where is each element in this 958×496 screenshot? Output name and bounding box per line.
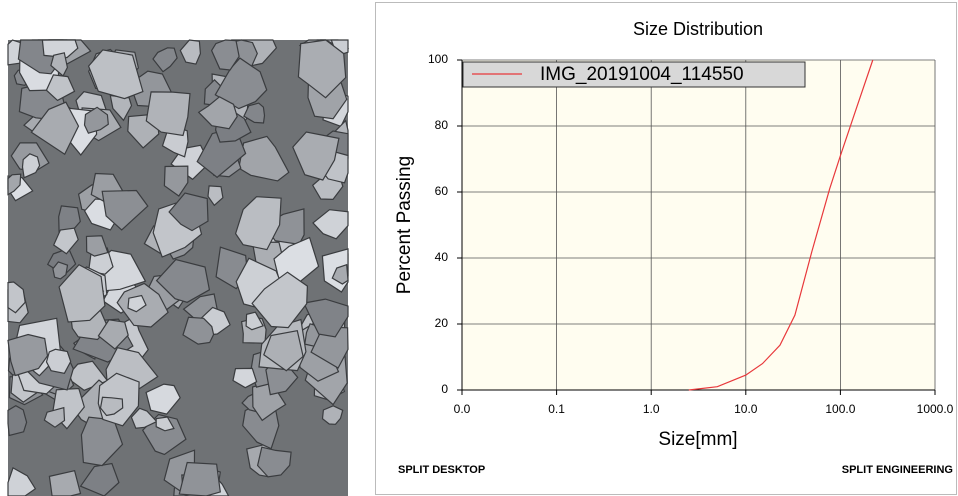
rock bbox=[83, 106, 109, 134]
y-tick-label: 20 bbox=[435, 316, 449, 330]
rock bbox=[7, 467, 37, 496]
rock bbox=[178, 461, 221, 496]
x-tick-label: 0.1 bbox=[548, 402, 565, 416]
rock bbox=[101, 189, 149, 231]
rock bbox=[256, 446, 292, 478]
rock bbox=[152, 47, 178, 73]
rock bbox=[331, 263, 349, 285]
rock bbox=[7, 173, 22, 196]
rock bbox=[130, 407, 158, 429]
rock bbox=[207, 185, 224, 207]
rock bbox=[297, 39, 347, 99]
y-axis-label: Percent Passing bbox=[394, 156, 415, 294]
rock bbox=[87, 49, 144, 100]
rock bbox=[232, 367, 258, 389]
rock bbox=[292, 131, 340, 181]
y-tick-label: 100 bbox=[428, 52, 448, 66]
rock bbox=[210, 39, 240, 71]
chart-title: Size Distribution bbox=[633, 19, 763, 39]
rock bbox=[41, 39, 79, 59]
legend-label: IMG_20191004_114550 bbox=[540, 64, 744, 85]
rock bbox=[99, 396, 124, 417]
rock bbox=[312, 209, 349, 240]
rock bbox=[52, 261, 69, 280]
rock bbox=[50, 52, 69, 77]
data-line bbox=[688, 59, 874, 391]
left-logo: SPLIT DESKTOP bbox=[398, 464, 485, 476]
rock bbox=[245, 311, 264, 331]
rock bbox=[21, 153, 41, 179]
x-tick-label: 0.0 bbox=[454, 402, 471, 416]
rock bbox=[97, 319, 129, 350]
rock bbox=[303, 298, 349, 338]
rock bbox=[214, 57, 268, 110]
rocks bbox=[7, 39, 350, 496]
rock bbox=[79, 462, 120, 496]
rock bbox=[234, 196, 282, 251]
y-tick-label: 0 bbox=[441, 382, 448, 396]
rock bbox=[58, 263, 106, 323]
rock bbox=[145, 383, 181, 415]
right-logo: SPLIT ENGINEERING bbox=[842, 464, 953, 476]
rock bbox=[263, 330, 304, 372]
x-tick-label: 10.0 bbox=[734, 402, 758, 416]
y-tick-label: 40 bbox=[435, 250, 449, 264]
rock bbox=[155, 258, 211, 303]
rock bbox=[310, 326, 349, 369]
rock bbox=[30, 101, 80, 156]
x-axis-label: Size[mm] bbox=[658, 429, 737, 450]
rock bbox=[7, 281, 26, 314]
rock bbox=[141, 413, 187, 456]
rock bbox=[163, 165, 189, 197]
rock bbox=[251, 271, 309, 329]
y-tick-label: 60 bbox=[435, 184, 449, 198]
rock bbox=[52, 227, 79, 255]
y-tick-label: 80 bbox=[435, 118, 449, 132]
rock bbox=[145, 91, 191, 137]
rock bbox=[168, 192, 209, 232]
rock bbox=[179, 39, 202, 65]
rock bbox=[7, 405, 28, 437]
plot-area bbox=[462, 60, 935, 390]
rock bbox=[45, 348, 72, 374]
rock bbox=[85, 235, 109, 257]
rock bbox=[7, 333, 49, 377]
rock bbox=[243, 102, 266, 124]
rock bbox=[182, 316, 215, 345]
rock bbox=[321, 405, 344, 425]
rock bbox=[155, 416, 175, 432]
x-tick-label: 100.0 bbox=[825, 402, 855, 416]
x-tick-label: 1.0 bbox=[643, 402, 660, 416]
legend: IMG_20191004_114550 bbox=[462, 61, 806, 88]
rock bbox=[45, 74, 76, 102]
rock bbox=[43, 406, 66, 428]
rock bbox=[197, 96, 238, 130]
x-tick-label: 1000.0 bbox=[917, 402, 954, 416]
rock bbox=[109, 94, 133, 122]
rock bbox=[127, 294, 147, 313]
